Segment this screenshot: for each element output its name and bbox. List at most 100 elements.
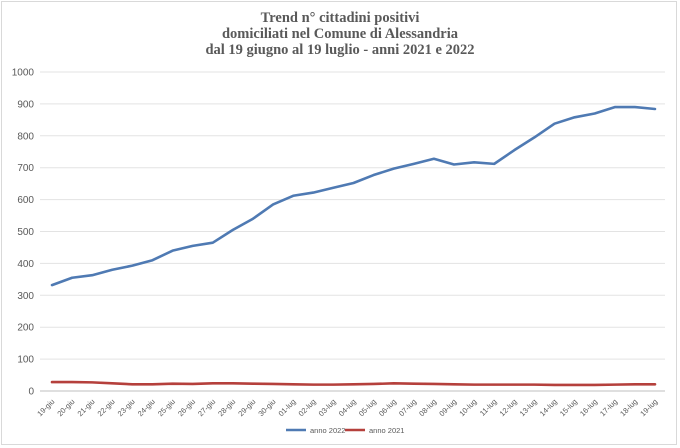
data-point-series-1 [71, 276, 73, 279]
data-point-series-2 [513, 383, 516, 386]
data-point-series-2 [613, 383, 616, 386]
x-tick-label: 19-lug [638, 397, 659, 418]
data-point-series-1 [634, 106, 636, 108]
data-point-series-2 [171, 382, 174, 385]
data-point-series-1 [111, 268, 114, 271]
y-tick-label: 800 [17, 131, 34, 142]
x-tick-label: 23-giu [116, 397, 137, 418]
x-tick-label: 01-lug [277, 397, 298, 418]
data-point-series-1 [473, 161, 475, 164]
data-point-series-1 [131, 264, 134, 267]
data-point-series-1 [91, 274, 94, 277]
data-point-series-1 [252, 217, 254, 220]
x-tick-label: 15-lug [558, 397, 579, 418]
data-point-series-2 [51, 381, 53, 383]
x-tick-label: 11-lug [478, 397, 499, 418]
data-point-series-2 [71, 381, 73, 383]
data-point-series-2 [191, 383, 194, 385]
data-point-series-1 [392, 167, 395, 170]
x-tick-label: 27-giu [196, 397, 217, 418]
data-point-series-1 [654, 108, 656, 110]
x-tick-label: 29-giu [236, 397, 257, 418]
data-point-series-1 [151, 259, 154, 262]
data-point-series-1 [453, 163, 455, 166]
data-point-series-1 [292, 194, 295, 197]
data-point-series-2 [131, 383, 134, 386]
x-tick-label: 09-lug [437, 397, 458, 418]
data-point-series-2 [151, 383, 154, 386]
data-point-series-2 [252, 382, 254, 385]
x-tick-label: 22-giu [96, 397, 117, 418]
data-point-series-2 [553, 384, 556, 386]
x-tick-label: 26-giu [176, 397, 197, 418]
chart-title-line-1: Trend n° cittadini positivi [260, 10, 420, 26]
data-point-series-2 [493, 383, 496, 386]
y-tick-label: 700 [17, 163, 34, 174]
x-tick-label: 07-lug [397, 397, 418, 418]
data-point-series-2 [372, 383, 375, 385]
data-point-series-1 [191, 244, 194, 247]
data-point-series-2 [272, 383, 274, 385]
data-point-series-2 [312, 383, 315, 386]
x-tick-label: 13-lug [518, 397, 539, 418]
x-tick-label: 20-giu [55, 397, 76, 418]
data-point-series-2 [232, 382, 234, 385]
data-point-series-2 [292, 383, 295, 386]
y-tick-label: 200 [17, 323, 34, 334]
data-point-series-2 [332, 383, 335, 386]
data-point-series-2 [533, 383, 536, 386]
data-point-series-1 [553, 122, 556, 125]
data-point-series-1 [211, 241, 214, 244]
data-point-series-2 [392, 382, 395, 385]
data-point-series-1 [312, 191, 315, 194]
data-point-series-2 [654, 383, 656, 386]
y-tick-label: 500 [17, 227, 34, 238]
data-point-series-1 [372, 174, 375, 176]
data-point-series-1 [573, 116, 576, 119]
data-point-series-2 [634, 383, 636, 386]
data-point-series-1 [412, 162, 415, 165]
x-tick-label: 05-lug [357, 397, 378, 418]
data-point-series-2 [573, 384, 576, 386]
x-tick-label: 30-giu [256, 397, 277, 418]
x-tick-label: 04-lug [337, 397, 358, 418]
data-point-series-2 [91, 381, 94, 384]
data-point-series-1 [493, 162, 496, 165]
x-tick-label: 21-giu [76, 397, 97, 418]
data-point-series-1 [171, 249, 174, 252]
data-point-series-1 [332, 186, 335, 189]
x-tick-label: 28-giu [216, 397, 237, 418]
data-point-series-2 [453, 383, 455, 386]
y-tick-label: 600 [17, 195, 34, 206]
data-point-series-2 [211, 382, 214, 385]
data-point-series-1 [533, 136, 536, 139]
x-tick-label: 03-lug [317, 397, 338, 418]
data-point-series-2 [111, 382, 114, 385]
series-line-1 [50, 105, 657, 287]
data-point-series-1 [232, 229, 234, 231]
x-tick-label: 14-lug [538, 397, 559, 418]
data-point-series-1 [513, 149, 516, 152]
x-tick-label: 12-lug [498, 397, 519, 418]
data-point-series-1 [352, 182, 355, 184]
data-point-series-2 [473, 383, 475, 386]
x-tick-label: 06-lug [377, 397, 398, 418]
x-tick-label: 02-lug [297, 397, 318, 418]
data-point-series-1 [51, 284, 53, 286]
y-tick-label: 0 [28, 387, 34, 398]
y-tick-label: 100 [17, 355, 34, 366]
x-tick-label: 16-lug [578, 397, 599, 418]
x-tick-label: 24-giu [136, 397, 157, 418]
y-tick-label: 1000 [12, 68, 35, 79]
data-point-series-2 [593, 384, 596, 386]
chart-title-line-3: dal 19 giugno al 19 luglio - anni 2021 e… [205, 42, 475, 58]
x-tick-label: 08-lug [417, 397, 438, 418]
chart-title: Trend n° cittadini positivi domiciliati … [0, 10, 680, 58]
data-point-series-1 [272, 203, 274, 206]
y-tick-label: 900 [17, 99, 34, 110]
x-tick-label: 19-giu [35, 397, 56, 418]
data-point-series-1 [613, 106, 616, 108]
data-point-series-2 [433, 383, 435, 385]
